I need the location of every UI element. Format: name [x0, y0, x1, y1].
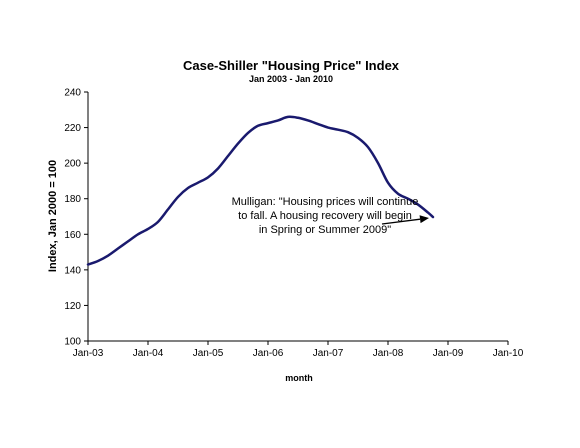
chart-subtitle: Jan 2003 - Jan 2010 [249, 74, 333, 84]
y-tick-label: 140 [64, 265, 81, 276]
series-line [86, 115, 435, 266]
y-ticks: 100 120 140 160 180 200 220 240 [64, 88, 88, 348]
x-tick-label: Jan-04 [133, 348, 164, 359]
y-tick-label: 160 [64, 230, 81, 241]
annotation-line-2: to fall. A housing recovery will begin [238, 210, 412, 222]
y-axis-title: Index, Jan 2000 = 100 [47, 160, 59, 272]
y-tick-label: 240 [64, 88, 81, 99]
annotation: Mulligan: "Housing prices will continue … [232, 196, 429, 236]
chart-title: Case-Shiller "Housing Price" Index [183, 58, 400, 73]
x-tick-label: Jan-03 [73, 348, 104, 359]
annotation-arrow [381, 218, 421, 225]
x-axis-title: month [285, 373, 313, 383]
annotation-line-1: Mulligan: "Housing prices will continue [232, 196, 419, 208]
annotation-arrowhead [419, 215, 429, 224]
x-tick-label: Jan-06 [253, 348, 284, 359]
x-tick-label: Jan-08 [373, 348, 404, 359]
y-tick-label: 220 [64, 123, 81, 134]
x-tick-label: Jan-09 [433, 348, 464, 359]
x-tick-label: Jan-10 [493, 348, 524, 359]
y-tick-label: 100 [64, 337, 81, 348]
y-tick-label: 200 [64, 159, 81, 170]
y-tick-label: 120 [64, 301, 81, 312]
x-ticks: Jan-03 Jan-04 Jan-05 Jan-06 Jan-07 Jan-08 Jan-… [73, 341, 524, 359]
x-tick-label: Jan-05 [193, 348, 224, 359]
x-tick-label: Jan-07 [313, 348, 344, 359]
annotation-line-3: in Spring or Summer 2009" [259, 224, 391, 236]
y-tick-label: 180 [64, 194, 81, 205]
